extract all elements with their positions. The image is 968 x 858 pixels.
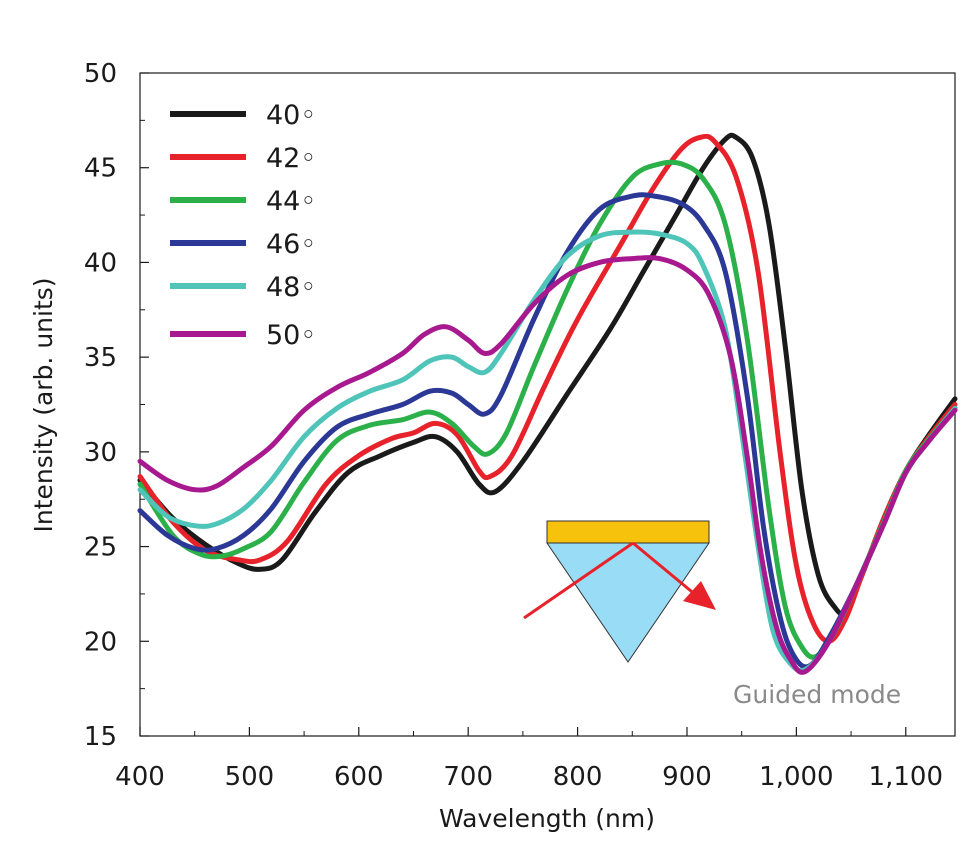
x-tick-label: 900 — [662, 762, 712, 792]
legend: 40◦ 42◦ 44◦ 46◦ 48◦ 50◦ — [170, 100, 316, 351]
guided-mode-annotation: Guided mode — [733, 680, 901, 709]
y-tick-label: 50 — [84, 59, 117, 89]
x-tick-label: 500 — [225, 762, 275, 792]
x-tick-label: 400 — [115, 762, 165, 792]
y-tick-label: 35 — [84, 343, 117, 373]
metal-film-layer — [546, 520, 710, 544]
y-tick-label: 15 — [84, 722, 117, 752]
series-line-2 — [137, 159, 958, 660]
series-line-5 — [137, 255, 958, 675]
legend-label: 46◦ — [266, 229, 316, 260]
y-tick-label: 20 — [84, 627, 117, 657]
reflected-ray — [632, 541, 698, 598]
y-axis-title: Intensity (arb. units) — [29, 277, 58, 532]
legend-label: 40◦ — [266, 100, 316, 131]
series-line-3 — [137, 192, 958, 670]
legend-label: 44◦ — [266, 186, 316, 217]
x-axis-title: Wavelength (nm) — [439, 804, 655, 833]
axis-tick-labels: 400 500 600 700 800 900 1,000 1,100 15 20 25 30 35 40… — [84, 59, 943, 792]
y-tick-label: 45 — [84, 154, 117, 184]
x-tick-label: 600 — [334, 762, 384, 792]
x-tick-label: 1,100 — [869, 762, 943, 792]
series-line-0 — [137, 132, 958, 617]
y-tick-label: 25 — [84, 533, 117, 563]
y-tick-label: 40 — [84, 248, 117, 278]
legend-label: 48◦ — [266, 272, 316, 303]
reflected-ray-arrowhead — [683, 581, 716, 610]
legend-label: 50◦ — [266, 320, 316, 351]
incident-ray — [523, 541, 634, 620]
x-tick-label: 700 — [443, 762, 493, 792]
prism-inset-diagram — [523, 520, 716, 663]
prism-triangle — [546, 542, 710, 663]
axis-ticks — [139, 72, 907, 737]
series-lines — [137, 132, 958, 675]
x-tick-label: 1,000 — [759, 762, 833, 792]
x-tick-label: 800 — [553, 762, 603, 792]
y-tick-label: 30 — [84, 438, 117, 468]
series-line-1 — [137, 133, 958, 644]
legend-label: 42◦ — [266, 143, 316, 174]
